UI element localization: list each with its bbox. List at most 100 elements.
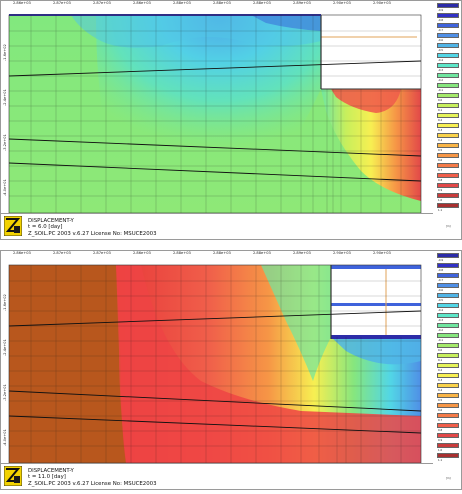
plot-caption: DISPLACEMENT-Y t = 6.0 [day] Z_SOIL.PC 2… [28, 218, 157, 237]
legend-swatch [437, 93, 459, 99]
contour-zone-blue [71, 15, 321, 48]
x-tick-label: 2.87e+03 [93, 251, 111, 255]
excavation-void [331, 265, 431, 337]
legend-swatch [437, 303, 459, 309]
legend-label: -0.1 [438, 338, 444, 342]
legend-swatch [437, 193, 459, 199]
legend-unit: [m] [446, 477, 451, 480]
legend-swatch [437, 253, 459, 259]
legend-swatch [437, 293, 459, 299]
contour-plot-panel-top: 2.86e+03 2.87e+03 2.87e+03 2.86e+03 2.88e+03… [0, 0, 462, 240]
zsoil-logo-icon [4, 216, 22, 236]
legend-label: 1.1 [438, 208, 443, 212]
legend-label: 0.4 [438, 388, 443, 392]
caption-title: DISPLACEMENT-Y [28, 218, 74, 224]
legend-label: 0.8 [438, 428, 443, 432]
legend-label: 1.0 [438, 198, 443, 202]
x-tick-label: 2.88e+03 [213, 251, 231, 255]
legend-label: -0.6 [438, 288, 444, 292]
y-tick-label: -2.4e+01 [3, 339, 7, 356]
legend-label: 0.4 [438, 138, 443, 142]
contour-zone-green [261, 265, 331, 381]
plot-caption: DISPLACEMENT-Y t = 11.0 [day] Z_SOIL.PC … [28, 468, 157, 487]
contour-zone-red [116, 265, 421, 463]
legend-label: 0.5 [438, 398, 443, 402]
x-tick-label: 2.86e+03 [13, 1, 31, 5]
legend-label: 0.7 [438, 418, 443, 422]
legend-label: 0.3 [438, 378, 443, 382]
legend-swatch [437, 343, 459, 349]
legend-swatch [437, 263, 459, 269]
legend-swatch [437, 63, 459, 69]
legend-label: 0.2 [438, 368, 443, 372]
legend-label: -0.7 [438, 28, 444, 32]
legend-swatch [437, 23, 459, 29]
legend-label: 0.9 [438, 188, 443, 192]
x-tick-label: 2.88e+03 [173, 251, 191, 255]
legend-swatch [437, 353, 459, 359]
legend-swatch [437, 123, 459, 129]
legend-swatch [437, 323, 459, 329]
caption-time: t = 11.0 [day] [28, 474, 66, 481]
x-tick-label: 2.89e+03 [293, 251, 311, 255]
x-tick-label: 2.90e+03 [333, 251, 351, 255]
legend-label: 0.1 [438, 358, 443, 362]
legend-swatch [437, 33, 459, 39]
legend-label: -0.8 [438, 268, 444, 272]
legend-label: 1.0 [438, 448, 443, 452]
legend-swatch [437, 273, 459, 279]
legend-label: 0.2 [438, 118, 443, 122]
legend-swatch [437, 393, 459, 399]
slab-mid [331, 303, 421, 306]
legend-swatch [437, 423, 459, 429]
legend-swatch [437, 443, 459, 449]
caption-footer: DISPLACEMENT-Y t = 6.0 [day] Z_SOIL.PC 2… [1, 213, 433, 239]
x-tick-label: 2.87e+03 [93, 1, 111, 5]
contour-zone-cyan [331, 337, 421, 365]
legend-swatch [437, 333, 459, 339]
legend-label: -0.8 [438, 18, 444, 22]
legend-label: 1.1 [438, 458, 443, 462]
legend-swatch [437, 163, 459, 169]
contour-plot-panel-bottom: 2.86e+03 2.87e+03 2.87e+03 2.86e+03 2.88e+03… [0, 250, 462, 490]
slab-bottom [331, 335, 421, 339]
y-tick-label: -3.2e+01 [3, 384, 7, 401]
contour-zone-red [331, 89, 401, 113]
legend-label: -0.4 [438, 58, 444, 62]
legend-swatch [437, 73, 459, 79]
legend-label: -0.3 [438, 68, 444, 72]
legend-label: 0.1 [438, 108, 443, 112]
legend-label: 0.0 [438, 98, 443, 102]
x-tick-label: 2.90e+03 [373, 1, 391, 5]
legend-label: 0.5 [438, 148, 443, 152]
caption-license: Z_SOIL.PC 2003 v.6.27 License No: MSUCE2… [28, 480, 157, 487]
legend-swatch [437, 43, 459, 49]
x-tick-label: 2.86e+03 [133, 251, 151, 255]
soil-layer-lines [8, 310, 422, 434]
caption-license: Z_SOIL.PC 2003 v.6.27 License No: MSUCE2… [28, 230, 157, 237]
contour-zone-dark-blue [251, 15, 321, 31]
y-tick-label: -2.4e+01 [3, 89, 7, 106]
slab-top [331, 265, 421, 269]
y-tick-label: -4.0e+01 [3, 429, 7, 446]
legend-label: 0.7 [438, 168, 443, 172]
x-tick-label: 2.86e+03 [133, 1, 151, 5]
legend-unit: [m] [446, 225, 451, 228]
legend-swatch [437, 143, 459, 149]
x-tick-label: 2.90e+03 [333, 1, 351, 5]
legend-swatch [437, 203, 459, 209]
legend-label: 0.8 [438, 178, 443, 182]
mesh-grid [9, 15, 421, 213]
displacement-contour-plot [8, 14, 431, 213]
x-tick-label: 2.90e+03 [373, 251, 391, 255]
x-tick-label: 2.88e+03 [173, 1, 191, 5]
legend-label: -0.9 [438, 258, 444, 262]
legend-label: -0.2 [438, 78, 444, 82]
x-tick-label: 2.88e+03 [253, 1, 271, 5]
caption-time: t = 6.0 [day] [28, 224, 63, 231]
legend-label: -0.6 [438, 38, 444, 42]
legend-swatch [437, 383, 459, 389]
contour-zone-cyan [96, 15, 321, 191]
soil-layer-lines [8, 60, 422, 182]
legend-swatch [437, 363, 459, 369]
